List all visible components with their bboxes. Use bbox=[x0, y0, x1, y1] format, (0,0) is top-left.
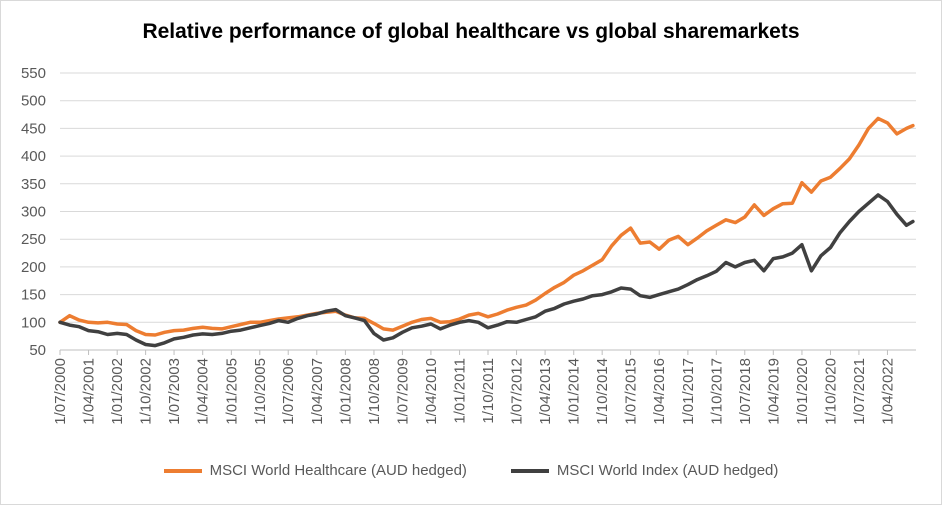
legend-swatch-world-index bbox=[510, 468, 549, 473]
x-tick-label: 1/07/2018 bbox=[737, 358, 754, 425]
y-tick-label: 150 bbox=[21, 287, 46, 304]
x-tick-label: 1/01/2008 bbox=[337, 358, 354, 425]
legend-label-healthcare: MSCI World Healthcare (AUD hedged) bbox=[209, 462, 467, 479]
x-tick-label: 1/07/2000 bbox=[52, 358, 69, 425]
x-tick-label: 1/07/2003 bbox=[166, 358, 183, 425]
y-tick-label: 400 bbox=[21, 148, 46, 165]
x-tick-label: 1/10/2008 bbox=[366, 358, 383, 425]
y-tick-label: 50 bbox=[29, 342, 46, 359]
x-tick-label: 1/10/2002 bbox=[138, 358, 155, 425]
x-axis-ticks: 1/07/2000 1/04/2001 1/01/2002 1/10/2002 1/07… bbox=[52, 350, 896, 425]
x-tick-label: 1/04/2013 bbox=[537, 358, 554, 425]
legend-item-world-index: MSCI World Index (AUD hedged) bbox=[510, 462, 779, 479]
y-tick-label: 250 bbox=[21, 231, 46, 248]
y-tick-label: 300 bbox=[21, 204, 46, 221]
x-tick-label: 1/10/2014 bbox=[594, 358, 611, 425]
legend-swatch-healthcare bbox=[163, 468, 202, 473]
chart-title: Relative performance of global healthcar… bbox=[142, 20, 800, 43]
y-tick-label: 500 bbox=[21, 93, 46, 110]
y-tick-label: 450 bbox=[21, 120, 46, 137]
y-tick-label: 100 bbox=[21, 314, 46, 331]
x-tick-label: 1/07/2009 bbox=[394, 358, 411, 425]
legend: MSCI World Healthcare (AUD hedged) MSCI … bbox=[0, 462, 942, 479]
y-tick-label: 350 bbox=[21, 176, 46, 193]
x-tick-label: 1/07/2015 bbox=[623, 358, 640, 425]
x-tick-label: 1/10/2017 bbox=[708, 358, 725, 425]
x-tick-label: 1/10/2020 bbox=[822, 358, 839, 425]
legend-item-healthcare: MSCI World Healthcare (AUD hedged) bbox=[163, 462, 467, 479]
x-tick-label: 1/10/2011 bbox=[480, 358, 497, 424]
x-tick-label: 1/04/2010 bbox=[423, 358, 440, 425]
x-tick-label: 1/01/2014 bbox=[566, 358, 583, 425]
x-tick-label: 1/07/2006 bbox=[280, 358, 297, 425]
x-tick-label: 1/04/2022 bbox=[879, 358, 896, 425]
x-tick-label: 1/04/2004 bbox=[195, 358, 212, 425]
x-tick-label: 1/04/2019 bbox=[765, 358, 782, 425]
x-tick-label: 1/04/2001 bbox=[81, 358, 98, 425]
x-tick-label: 1/04/2007 bbox=[309, 358, 326, 425]
x-tick-label: 1/07/2012 bbox=[509, 358, 526, 425]
y-tick-label: 550 bbox=[21, 65, 46, 82]
x-tick-label: 1/07/2021 bbox=[851, 358, 868, 425]
x-tick-label: 1/04/2016 bbox=[651, 358, 668, 425]
series-lines bbox=[58, 116, 915, 348]
x-tick-label: 1/01/2005 bbox=[223, 358, 240, 425]
x-tick-label: 1/01/2002 bbox=[109, 358, 126, 425]
series-line-healthcare bbox=[58, 116, 915, 337]
x-tick-label: 1/10/2005 bbox=[252, 358, 269, 425]
gridlines bbox=[60, 72, 916, 351]
x-tick-label: 1/01/2020 bbox=[794, 358, 811, 425]
x-tick-label: 1/01/2011 bbox=[452, 358, 469, 424]
legend-label-world-index: MSCI World Index (AUD hedged) bbox=[556, 462, 779, 479]
series-line-world-index bbox=[58, 193, 915, 348]
y-tick-label: 200 bbox=[21, 259, 46, 276]
x-tick-label: 1/01/2017 bbox=[680, 358, 697, 425]
y-axis-ticks: 50 100 150 200 250 300 350 400 450 500 550 bbox=[21, 65, 46, 359]
